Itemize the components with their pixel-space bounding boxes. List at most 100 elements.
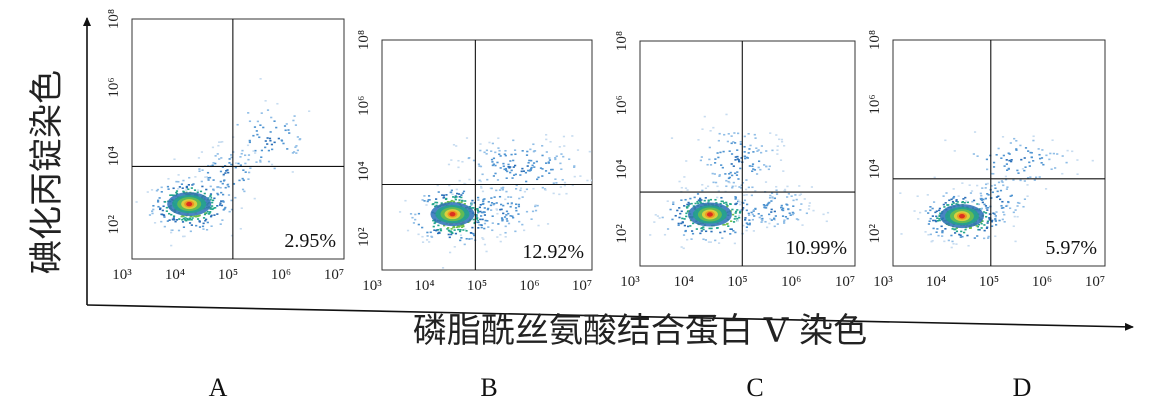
event-dot [239,156,242,158]
event-dot [502,165,505,168]
plot-frame [381,39,593,271]
event-dot [782,207,785,210]
event-dot [156,200,160,203]
event-dot [743,145,746,148]
event-dot [468,156,471,159]
event-dot [460,237,463,239]
event-dot [773,210,776,213]
event-dot [1049,152,1052,155]
event-dot [976,155,979,157]
event-dot [221,219,224,221]
event-dot [994,187,997,190]
event-dot [476,209,480,212]
event-dot [539,167,543,169]
event-dot [1076,159,1079,161]
event-dot [916,195,919,198]
event-dot [491,229,494,232]
event-dot [571,135,574,137]
event-dot [1020,158,1023,161]
event-dot [479,218,482,221]
event-dot [534,205,537,208]
event-dot [483,222,487,225]
event-dot [197,157,201,159]
event-dot [975,225,978,227]
event-dot [739,141,742,143]
event-dot [755,173,759,175]
event-dot [536,204,539,207]
event-dot [181,221,185,223]
event-dot [961,200,965,203]
event-dot [264,100,267,102]
event-dot [727,225,730,227]
event-dot [244,162,247,165]
event-dot [661,216,664,219]
event-dot [1005,205,1008,207]
event-dot [267,160,271,163]
event-dot [457,193,461,195]
plot-frame [639,40,856,267]
event-dot [503,153,506,156]
event-dot [496,236,499,238]
event-dot [1002,206,1005,209]
event-dot [792,212,795,215]
event-dot [177,187,180,190]
event-dot [807,208,811,210]
event-dot [1016,169,1019,172]
event-dot [461,192,465,195]
event-dot [734,215,737,218]
event-dot [944,228,947,230]
event-dot [986,193,989,195]
event-dot [187,184,190,186]
event-dot [507,165,510,168]
event-dot [504,236,507,238]
event-dot [994,220,997,222]
event-dot [559,162,562,165]
event-dot [980,194,983,197]
event-dot [783,222,786,224]
event-dot [185,186,188,189]
y-tick-label: 10⁸ [867,30,883,50]
event-dot [1023,198,1027,200]
event-dot [194,215,198,218]
event-dot [173,158,176,161]
event-dot [517,203,520,206]
event-dot [219,223,222,225]
event-dot [460,226,464,229]
event-dot [745,156,749,159]
event-dot [737,158,740,161]
event-dot [977,223,981,226]
event-dot [980,207,984,210]
event-dot [730,153,734,155]
event-dot [546,223,550,225]
event-dot [492,175,496,177]
event-dot [496,179,500,181]
event-dot [241,177,244,180]
event-dot [161,209,164,212]
event-dot [270,116,273,119]
event-dot [928,220,931,223]
y-tick-label: 10⁴ [867,159,883,179]
event-dot [726,205,729,208]
event-dot [476,220,479,223]
event-dot [933,176,936,179]
event-dot [729,171,732,174]
event-dot [685,215,688,218]
event-dot [705,230,708,233]
event-dot [425,204,428,206]
event-dot [760,151,763,154]
event-dot [211,146,215,149]
event-dot [485,149,489,152]
event-dot [502,204,505,207]
event-dot [518,197,521,200]
event-dot [182,235,185,238]
event-dot [770,208,773,211]
event-dot [919,211,922,214]
event-dot [986,168,989,171]
event-dot [729,228,732,230]
event-dot [690,230,694,232]
event-dot [787,193,790,195]
event-dot [209,193,213,195]
event-dot [523,190,527,193]
event-dot [783,188,787,191]
event-dot [212,162,215,164]
